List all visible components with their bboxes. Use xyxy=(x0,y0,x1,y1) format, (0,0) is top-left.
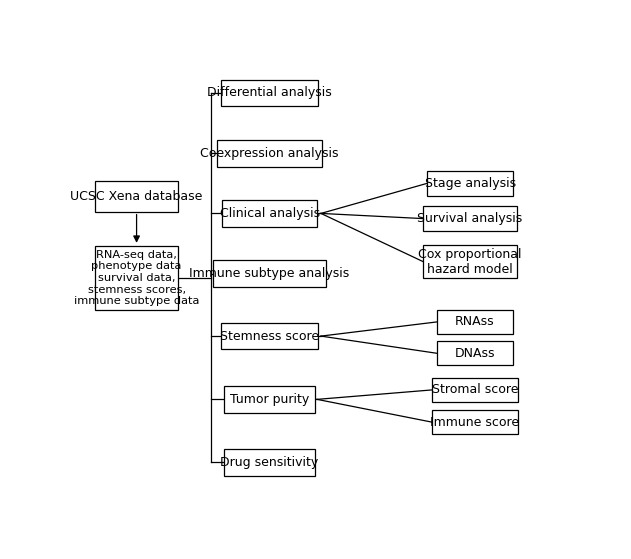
Text: Coexpression analysis: Coexpression analysis xyxy=(201,146,339,160)
Text: RNA-seq data,
phenotype data
survival data,
stemness scores,
immune subtype data: RNA-seq data, phenotype data survival da… xyxy=(74,250,199,306)
Text: Immune score: Immune score xyxy=(430,416,519,429)
FancyBboxPatch shape xyxy=(213,260,326,287)
FancyBboxPatch shape xyxy=(222,200,317,227)
FancyBboxPatch shape xyxy=(225,449,315,476)
Text: DNAss: DNAss xyxy=(455,347,495,360)
Text: Survival analysis: Survival analysis xyxy=(418,212,522,225)
Text: Tumor purity: Tumor purity xyxy=(230,393,309,406)
FancyBboxPatch shape xyxy=(423,245,517,278)
FancyBboxPatch shape xyxy=(437,310,513,334)
Text: Stromal score: Stromal score xyxy=(432,383,518,396)
FancyBboxPatch shape xyxy=(217,140,322,167)
Text: Stemness score: Stemness score xyxy=(220,330,319,343)
Text: Drug sensitivity: Drug sensitivity xyxy=(220,456,319,468)
FancyBboxPatch shape xyxy=(95,246,178,310)
Text: RNAss: RNAss xyxy=(455,315,495,328)
FancyBboxPatch shape xyxy=(95,181,178,212)
FancyBboxPatch shape xyxy=(432,410,518,434)
FancyBboxPatch shape xyxy=(221,323,319,349)
Text: Cox proportional
hazard model: Cox proportional hazard model xyxy=(418,248,522,276)
Text: Differential analysis: Differential analysis xyxy=(207,87,332,100)
Text: Immune subtype analysis: Immune subtype analysis xyxy=(189,267,350,280)
FancyBboxPatch shape xyxy=(427,171,513,196)
Text: Stage analysis: Stage analysis xyxy=(425,177,516,190)
FancyBboxPatch shape xyxy=(432,378,518,402)
FancyBboxPatch shape xyxy=(437,342,513,365)
Text: UCSC Xena database: UCSC Xena database xyxy=(71,190,203,203)
Text: Clinical analysis: Clinical analysis xyxy=(220,207,320,220)
FancyBboxPatch shape xyxy=(225,386,315,413)
FancyBboxPatch shape xyxy=(221,79,319,106)
FancyBboxPatch shape xyxy=(423,206,517,231)
